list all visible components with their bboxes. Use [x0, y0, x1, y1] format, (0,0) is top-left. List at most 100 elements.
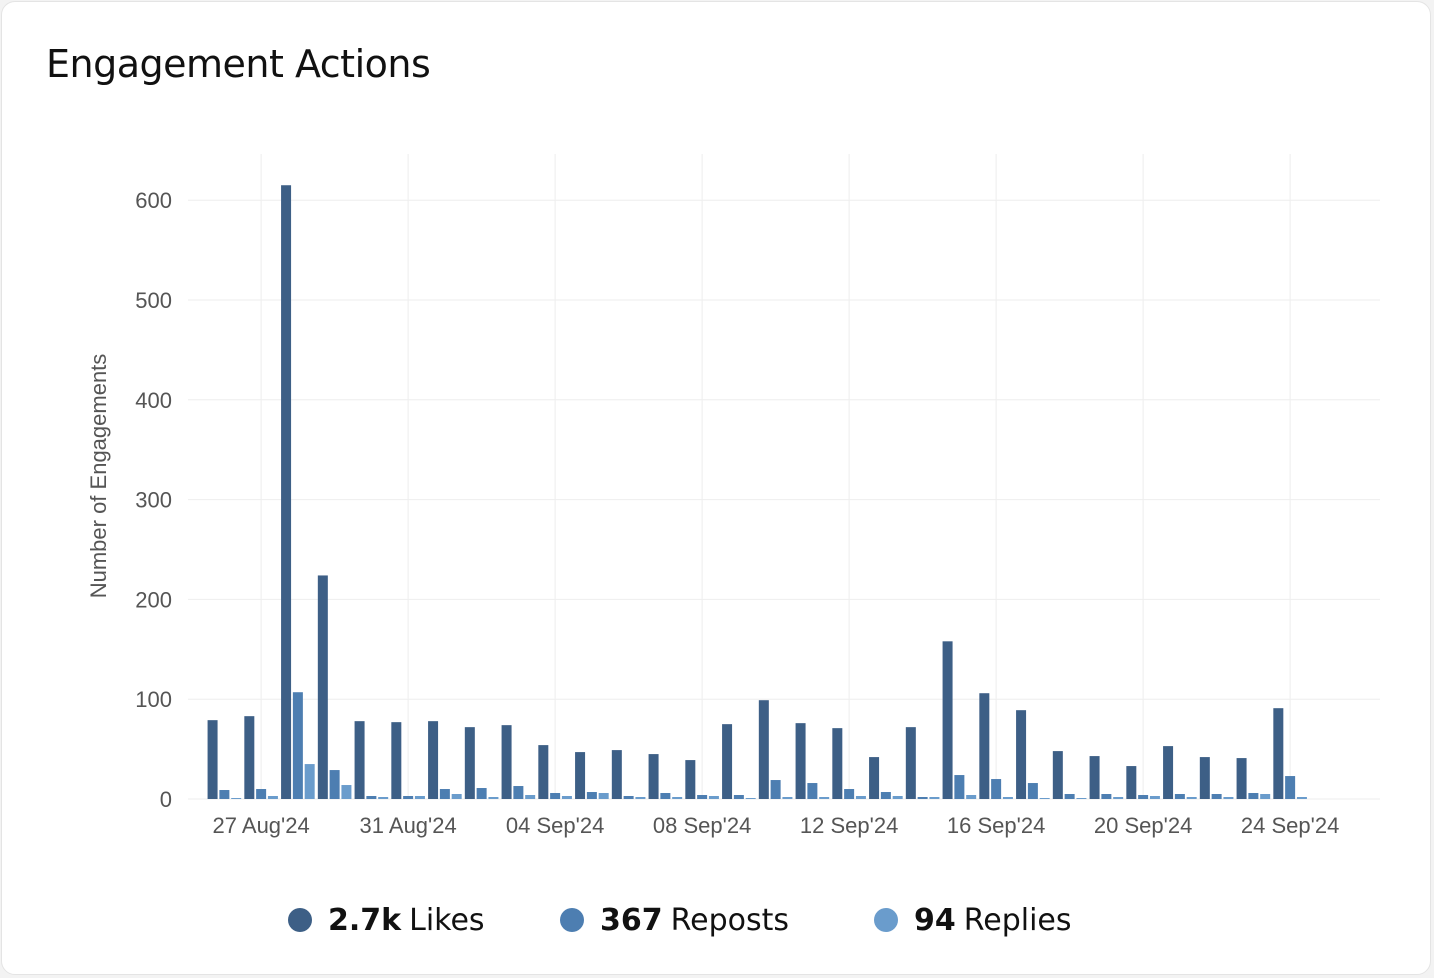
replies-bar — [561, 796, 572, 799]
likes-bar — [1016, 710, 1027, 799]
likes-bar — [538, 745, 549, 799]
y-tick-label: 500 — [135, 288, 172, 313]
replies-bar — [598, 793, 609, 799]
likes-count: 2.7k — [328, 902, 402, 938]
replies-bar — [1260, 794, 1271, 799]
legend-item-likes[interactable]: 2.7k Likes — [288, 898, 485, 942]
likes-bar — [758, 700, 769, 799]
legend: 2.7k Likes 367 Reposts 94 Replies — [288, 898, 1148, 942]
reposts-bar — [403, 796, 414, 799]
reposts-bar — [1064, 794, 1075, 799]
likes-bar — [428, 721, 439, 799]
reposts-bar — [586, 792, 597, 799]
likes-bar — [464, 727, 475, 799]
replies-bar — [525, 795, 536, 799]
likes-bar — [979, 693, 990, 799]
replies-bar — [1149, 796, 1160, 799]
replies-bar — [892, 796, 903, 799]
likes-bar — [1273, 708, 1284, 799]
reposts-bar — [697, 795, 708, 799]
x-tick-label: 04 Sep'24 — [506, 813, 604, 838]
reposts-bar — [733, 795, 744, 799]
x-tick-label: 31 Aug'24 — [360, 813, 457, 838]
reposts-bar — [917, 797, 928, 799]
reposts-bar — [292, 692, 303, 799]
reposts-count: 367 — [600, 902, 663, 938]
likes-bar — [1236, 758, 1247, 799]
reposts-label: Reposts — [670, 902, 789, 938]
replies-bar — [1076, 798, 1087, 799]
reposts-bar — [513, 786, 524, 799]
reposts-bar — [1211, 794, 1222, 799]
y-tick-label: 0 — [160, 787, 172, 812]
likes-bar — [942, 641, 953, 799]
likes-bar — [207, 720, 218, 799]
likes-bar — [575, 752, 586, 799]
likes-bar — [869, 757, 880, 799]
likes-bar — [501, 725, 512, 799]
replies-bar — [1039, 798, 1050, 799]
replies-bar — [782, 797, 793, 799]
grid-lines — [188, 154, 1380, 800]
replies-bar — [1113, 797, 1124, 799]
engagement-bar-chart: 0 100 200 300 400 500 600 27 Aug'24 31 Aug'24 04… — [86, 154, 1380, 838]
likes-bar — [722, 724, 733, 799]
reposts-dot-icon — [560, 908, 584, 932]
x-tick-label: 16 Sep'24 — [947, 813, 1045, 838]
y-axis-title: Number of Engagements — [86, 354, 111, 599]
reposts-bar — [954, 775, 965, 799]
x-tick-label: 08 Sep'24 — [653, 813, 751, 838]
bars — [207, 185, 1307, 800]
reposts-bar — [770, 780, 781, 799]
likes-bar — [1126, 766, 1137, 799]
reposts-bar — [1174, 794, 1185, 799]
replies-count: 94 — [914, 902, 956, 938]
replies-bar — [745, 798, 756, 799]
replies-bar — [635, 797, 646, 799]
replies-bar — [451, 794, 462, 799]
likes-dot-icon — [288, 908, 312, 932]
x-tick-label: 27 Aug'24 — [213, 813, 310, 838]
reposts-bar — [1248, 793, 1259, 799]
likes-bar — [685, 760, 696, 799]
x-tick-label: 12 Sep'24 — [800, 813, 898, 838]
likes-bar — [832, 728, 843, 799]
likes-bar — [1089, 756, 1100, 799]
reposts-bar — [1101, 794, 1112, 799]
replies-bar — [672, 797, 683, 799]
replies-bar — [966, 795, 977, 799]
y-tick-label: 100 — [135, 687, 172, 712]
legend-item-replies[interactable]: 94 Replies — [874, 898, 1072, 942]
reposts-bar — [550, 793, 561, 799]
reposts-bar — [256, 789, 267, 799]
likes-label: Likes — [409, 902, 485, 938]
likes-bar — [1199, 757, 1210, 799]
reposts-bar — [991, 779, 1002, 799]
replies-bar — [341, 785, 352, 799]
y-tick-label: 200 — [135, 587, 172, 612]
reposts-bar — [1138, 795, 1149, 799]
reposts-bar — [476, 788, 487, 799]
replies-label: Replies — [963, 902, 1072, 938]
likes-bar — [244, 716, 255, 799]
replies-bar — [304, 764, 315, 799]
likes-bar — [317, 575, 328, 799]
likes-bar — [1163, 746, 1174, 799]
chart-title: Engagement Actions — [46, 42, 431, 86]
replies-bar — [378, 797, 389, 799]
reposts-bar — [1027, 783, 1038, 799]
likes-bar — [611, 750, 622, 799]
reposts-bar — [1285, 776, 1296, 799]
replies-bar — [231, 798, 242, 799]
replies-bar — [819, 797, 830, 799]
replies-bar — [1223, 797, 1234, 799]
x-axis-ticks: 27 Aug'24 31 Aug'24 04 Sep'24 08 Sep'24 12 S… — [213, 813, 1340, 838]
replies-bar — [855, 796, 866, 799]
likes-bar — [905, 727, 916, 799]
reposts-bar — [439, 789, 450, 799]
reposts-bar — [880, 792, 891, 799]
legend-item-reposts[interactable]: 367 Reposts — [560, 898, 789, 942]
y-tick-label: 400 — [135, 388, 172, 413]
replies-bar — [1186, 797, 1197, 799]
replies-bar — [414, 796, 425, 799]
